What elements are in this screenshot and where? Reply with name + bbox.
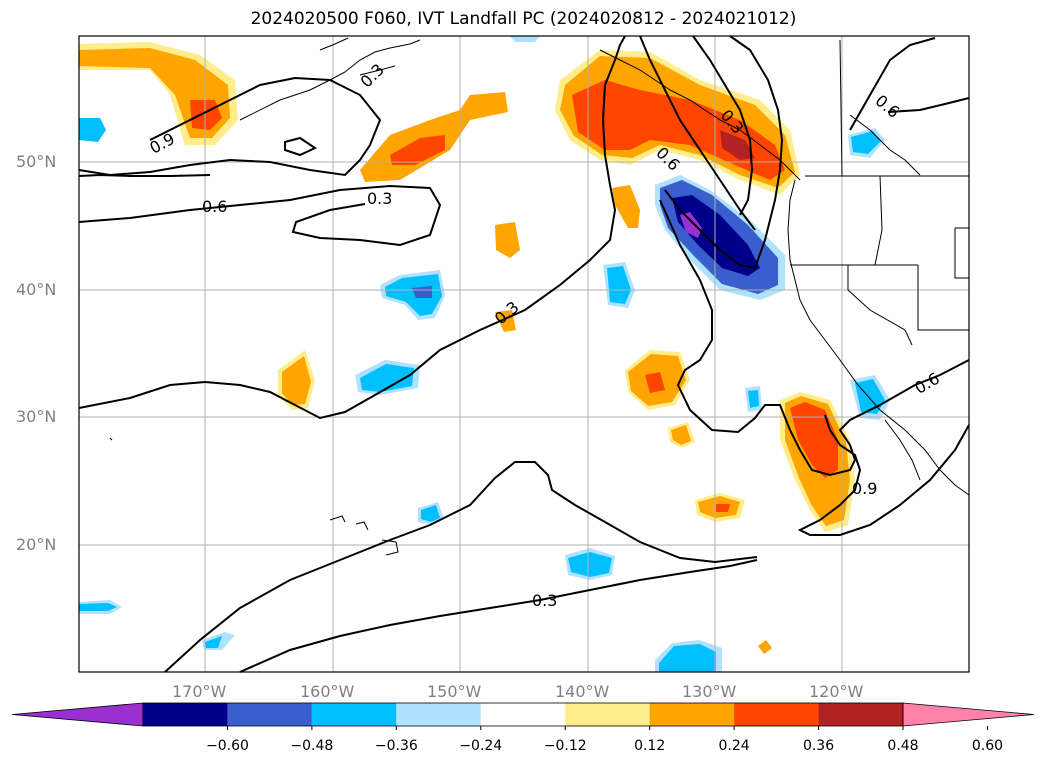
contour-label: 0.3 [532, 591, 557, 610]
graticule [79, 36, 969, 672]
colorbar-tick-label: −0.12 [543, 738, 587, 754]
colorbar-outline [142, 702, 904, 727]
colorbar-tick-label: −0.48 [290, 738, 334, 754]
colorbar-bin [734, 703, 819, 726]
colorbar-tick-label: −0.36 [374, 738, 418, 754]
lat-tick-label: 40°N [16, 280, 57, 299]
colorbar-tick-label: 0.48 [887, 738, 919, 754]
contour-label: 0.6 [202, 197, 227, 216]
lon-tick-label: 130°W [682, 682, 737, 701]
colorbar-bin [649, 703, 735, 726]
map-title: 2024020500 F060, IVT Landfall PC (202402… [250, 9, 797, 29]
colorbar [11, 702, 1035, 730]
pc-contours [78, 35, 970, 673]
colorbar-extend-min [11, 702, 144, 727]
colorbar-bin [311, 703, 397, 726]
lat-tick-label: 50°N [16, 152, 57, 171]
ivt-shading [79, 36, 890, 672]
colorbar-bin [565, 703, 650, 726]
lon-tick-label: 150°W [427, 682, 482, 701]
lon-tick-label: 170°W [172, 682, 227, 701]
colorbar-tick-label: −0.60 [205, 738, 249, 754]
lon-tick-label: 120°W [809, 682, 864, 701]
colorbar-tick-label: 0.24 [718, 738, 750, 754]
lat-tick-label: 20°N [16, 535, 57, 554]
lon-tick-label: 160°W [300, 682, 355, 701]
contour-label: 0.3 [367, 189, 392, 208]
colorbar-bin [396, 703, 481, 726]
colorbar-bin [818, 703, 903, 726]
lat-tick-label: 30°N [16, 407, 57, 426]
coastlines [109, 37, 970, 556]
colorbar-tick-label: −0.24 [459, 738, 503, 754]
map-frame [78, 35, 970, 673]
lon-tick-label: 140°W [555, 682, 610, 701]
colorbar-extend-max [902, 702, 1035, 727]
colorbar-bin [480, 703, 566, 726]
colorbar-bin [143, 703, 228, 726]
map-background [79, 36, 969, 672]
colorbar-tick-label: 0.12 [634, 738, 666, 754]
colorbar-tick-label: 0.36 [802, 738, 835, 754]
contour-label: 0.9 [852, 479, 877, 498]
colorbar-tick-label: 0.60 [971, 738, 1004, 754]
colorbar-bin [227, 703, 312, 726]
